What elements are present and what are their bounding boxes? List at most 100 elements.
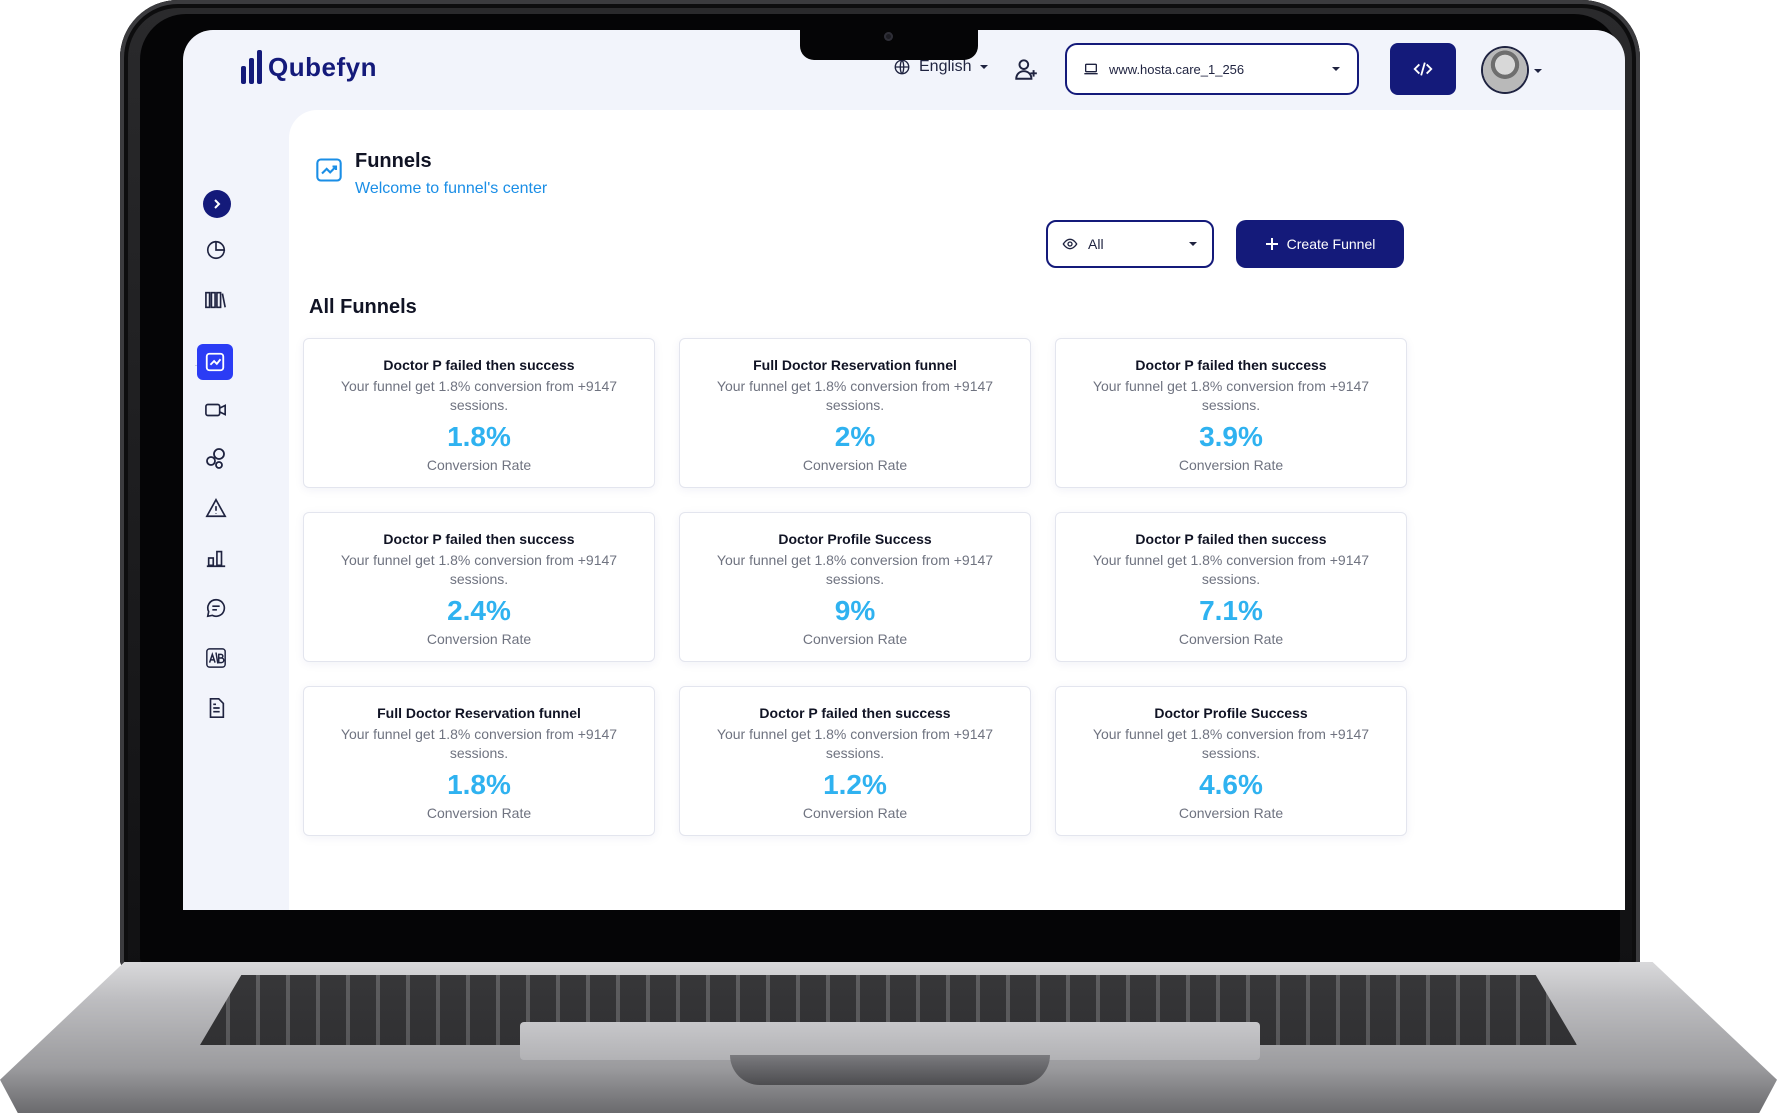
funnel-conversion-label: Conversion Rate — [1178, 457, 1284, 473]
camera-icon — [884, 32, 893, 41]
sidebar — [183, 110, 283, 910]
funnel-title: Doctor P failed then success — [383, 531, 575, 547]
funnel-description: Your funnel get 1.8% conversion from +91… — [716, 378, 994, 413]
funnel-card[interactable]: Doctor P failed then success Your funnel… — [1055, 338, 1407, 488]
code-button[interactable] — [1390, 43, 1456, 95]
funnel-card[interactable]: Doctor P failed then success Your funnel… — [303, 512, 655, 662]
document-icon — [209, 698, 225, 718]
funnel-description: Your funnel get 1.8% conversion from +91… — [716, 552, 994, 587]
chevron-down-icon — [980, 65, 989, 69]
logo-icon — [241, 50, 262, 84]
warning-icon — [205, 498, 227, 518]
sidebar-item-library[interactable] — [201, 285, 231, 315]
sidebar-item-errors[interactable] — [201, 493, 231, 523]
funnel-conversion-label: Conversion Rate — [1178, 805, 1284, 821]
video-camera-icon — [205, 403, 226, 417]
plus-icon — [1265, 238, 1278, 250]
sidebar-item-recordings[interactable] — [201, 395, 231, 425]
funnel-conversion-value: 2% — [834, 421, 876, 452]
bubbles-icon — [206, 448, 225, 469]
page-subtitle: Welcome to funnel's center — [355, 180, 548, 197]
ab-test-icon — [206, 648, 226, 668]
funnel-description: Your funnel get 1.8% conversion from +91… — [716, 726, 994, 761]
funnel-card[interactable]: Doctor Profile Success Your funnel get 1… — [1055, 686, 1407, 836]
sidebar-item-feedback[interactable] — [201, 593, 231, 623]
books-icon — [205, 291, 226, 309]
funnel-description: Your funnel get 1.8% conversion from +91… — [340, 552, 618, 587]
sidebar-item-reports[interactable] — [201, 693, 231, 723]
laptop-icon — [1084, 63, 1098, 75]
language-selector[interactable]: English — [893, 58, 989, 76]
funnel-conversion-value: 4.6% — [1199, 769, 1263, 800]
funnel-title: Doctor Profile Success — [778, 531, 932, 547]
funnel-conversion-value: 2.4% — [447, 595, 511, 626]
camera-notch — [800, 26, 978, 60]
chat-icon — [206, 598, 226, 618]
create-funnel-label: Create Funnel — [1286, 236, 1376, 252]
laptop-trackpad — [520, 1022, 1260, 1060]
funnel-conversion-label: Conversion Rate — [426, 631, 532, 647]
funnel-card[interactable]: Doctor Profile Success Your funnel get 1… — [679, 512, 1031, 662]
funnel-title: Full Doctor Reservation funnel — [753, 357, 957, 373]
chevron-down-icon — [1189, 242, 1197, 246]
funnel-title: Doctor P failed then success — [759, 705, 951, 721]
funnel-conversion-label: Conversion Rate — [426, 457, 532, 473]
sidebar-expand-button[interactable] — [203, 190, 231, 218]
code-icon — [1413, 62, 1433, 76]
brand-name: Qubefyn — [268, 51, 377, 82]
funnel-conversion-value: 9% — [834, 595, 876, 626]
sidebar-item-funnels[interactable] — [197, 344, 233, 380]
funnel-description: Your funnel get 1.8% conversion from +91… — [1092, 378, 1370, 413]
funnel-conversion-label: Conversion Rate — [426, 805, 532, 821]
funnel-card[interactable]: Doctor P failed then success Your funnel… — [1055, 512, 1407, 662]
filter-value: All — [1088, 236, 1104, 252]
user-add-icon[interactable] — [1013, 56, 1039, 82]
section-title: All Funnels — [309, 296, 417, 318]
funnel-description: Your funnel get 1.8% conversion from +91… — [340, 378, 618, 413]
language-label: English — [919, 58, 972, 75]
sidebar-item-ab-testing[interactable] — [201, 643, 231, 673]
website-selector[interactable]: www.hosta.care_1_256 — [1065, 43, 1359, 95]
funnel-card[interactable]: Full Doctor Reservation funnel Your funn… — [303, 686, 655, 836]
funnel-conversion-label: Conversion Rate — [1178, 631, 1284, 647]
sidebar-item-dashboard[interactable] — [201, 235, 231, 265]
funnel-description: Your funnel get 1.8% conversion from +91… — [1092, 552, 1370, 587]
funnel-title: Full Doctor Reservation funnel — [377, 705, 581, 721]
avatar[interactable] — [1483, 48, 1527, 92]
funnel-description: Your funnel get 1.8% conversion from +91… — [340, 726, 618, 761]
funnel-conversion-label: Conversion Rate — [802, 631, 908, 647]
chevron-down-icon — [1332, 67, 1340, 71]
funnel-card[interactable]: Full Doctor Reservation funnel Your funn… — [679, 338, 1031, 488]
pie-chart-icon — [206, 240, 226, 260]
chevron-right-icon — [214, 199, 221, 209]
website-label: www.hosta.care_1_256 — [1109, 61, 1245, 77]
trend-chart-icon — [205, 352, 225, 372]
funnel-conversion-value: 3.9% — [1199, 421, 1263, 452]
trend-chart-icon — [316, 158, 342, 182]
brand-logo[interactable]: Qubefyn — [241, 50, 377, 84]
eye-icon — [1062, 238, 1078, 250]
funnel-title: Doctor P failed then success — [1135, 357, 1327, 373]
funnel-conversion-value: 1.8% — [447, 421, 511, 452]
main-panel: Funnels Welcome to funnel's center All C… — [289, 110, 1625, 910]
page-title: Funnels — [355, 150, 432, 172]
funnel-conversion-label: Conversion Rate — [802, 457, 908, 473]
visibility-filter[interactable]: All — [1046, 220, 1214, 268]
funnel-conversion-value: 7.1% — [1199, 595, 1263, 626]
funnel-title: Doctor Profile Success — [1154, 705, 1308, 721]
funnel-conversion-value: 1.8% — [447, 769, 511, 800]
funnel-title: Doctor P failed then success — [383, 357, 575, 373]
top-bar: Qubefyn English www.hosta.care_1_256 — [183, 30, 1625, 110]
funnel-card[interactable]: Doctor P failed then success Your funnel… — [679, 686, 1031, 836]
create-funnel-button[interactable]: Create Funnel — [1236, 220, 1404, 268]
globe-icon — [894, 59, 910, 75]
sidebar-item-analytics[interactable] — [201, 543, 231, 573]
chevron-down-icon[interactable] — [1533, 66, 1543, 76]
app-screen: Qubefyn English www.hosta.care_1_256 — [183, 30, 1625, 910]
sidebar-item-heatmaps[interactable] — [201, 443, 231, 473]
funnel-title: Doctor P failed then success — [1135, 531, 1327, 547]
funnel-card[interactable]: Doctor P failed then success Your funnel… — [303, 338, 655, 488]
bar-chart-icon — [206, 550, 226, 568]
laptop-hinge — [730, 1055, 1050, 1085]
